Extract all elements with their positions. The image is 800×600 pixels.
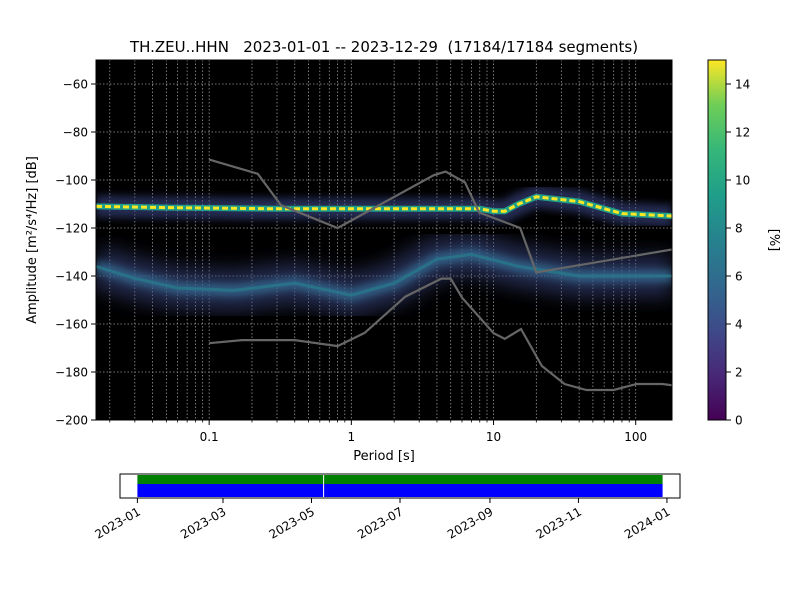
x-axis-label: Period [s] <box>353 449 415 464</box>
colorbar-tick-label: 2 <box>735 366 743 380</box>
y-tick-label: −160 <box>55 318 88 332</box>
colorbar-tick-label: 8 <box>735 222 743 236</box>
colorbar-label: [%] <box>766 229 781 252</box>
timeline-tick-label: 2024-01 <box>622 504 672 541</box>
noise-model-line <box>208 158 672 274</box>
colorbar-tick-label: 4 <box>735 318 743 332</box>
timeline-tick-label: 2023-03 <box>178 504 228 541</box>
y-axis: −60 −80 −100 −120 −140 −160 −180 −200 <box>55 78 96 428</box>
timeline-tick-label: 2023-01 <box>92 504 142 541</box>
colorbar-tick-label: 10 <box>735 174 750 188</box>
timeline-tick-label: 2023-11 <box>534 504 584 541</box>
colorbar <box>707 59 727 421</box>
plot-frame <box>95 59 673 421</box>
colorbar-ticks: 0 2 4 6 8 10 12 14 <box>726 78 750 428</box>
noise-model-line <box>209 277 672 392</box>
chart-title: TH.ZEU..HHN 2023-01-01 -- 2023-12-29 (17… <box>129 38 638 56</box>
y-tick-label: −120 <box>55 222 88 236</box>
plot-area <box>96 60 672 420</box>
plot-background <box>96 60 672 420</box>
x-tick-label: 10 <box>486 430 501 444</box>
timeline-axis: 2023-01 2023-03 2023-05 2023-07 2023-09 2023-… <box>92 498 672 542</box>
y-tick-label: −60 <box>63 78 88 92</box>
timeline-data-bar <box>137 484 663 497</box>
timeline-tick-label: 2023-07 <box>355 504 405 541</box>
density-ridge-low-core <box>96 252 672 297</box>
y-tick-label: −180 <box>55 366 88 380</box>
colorbar-tick-label: 14 <box>735 78 750 92</box>
colorbar-tick-label: 6 <box>735 270 743 284</box>
x-tick-label: 100 <box>624 430 647 444</box>
noise-model-layer <box>208 158 672 392</box>
y-tick-label: −140 <box>55 270 88 284</box>
timeline-gap-marker <box>323 475 325 497</box>
x-tick-label: 1 <box>348 430 356 444</box>
y-tick-label: −200 <box>55 414 88 428</box>
timeline-chart: 2023-01 2023-03 2023-05 2023-07 2023-09 2023-… <box>92 473 681 542</box>
colorbar-tick-label: 0 <box>735 414 743 428</box>
timeline-processed-bar <box>137 475 663 484</box>
x-axis: 0.1 1 10 100 <box>109 420 647 444</box>
timeline-tick-label: 2023-09 <box>445 504 495 541</box>
x-tick-label: 0.1 <box>200 430 219 444</box>
timeline-tick-label: 2023-05 <box>267 504 317 541</box>
colorbar-tick-label: 12 <box>735 126 750 140</box>
density-layer <box>96 185 672 317</box>
y-axis-label: Amplitude [m²/s⁴/Hz] [dB] <box>25 156 40 324</box>
y-tick-label: −80 <box>63 126 88 140</box>
y-tick-label: −100 <box>55 174 88 188</box>
